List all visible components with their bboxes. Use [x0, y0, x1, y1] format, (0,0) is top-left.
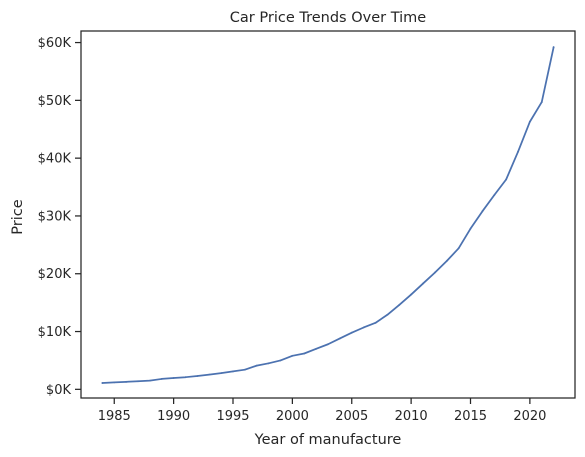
data-point — [172, 377, 175, 379]
data-point — [267, 362, 270, 365]
y-tick-label: $50K — [38, 94, 72, 109]
y-tick-label: $60K — [38, 36, 72, 51]
x-tick-label: 2000 — [276, 409, 309, 424]
data-point — [232, 370, 234, 373]
x-tick-label: 2015 — [454, 409, 487, 424]
data-point — [374, 321, 377, 324]
x-tick-label: 2010 — [395, 409, 428, 424]
data-point — [469, 227, 472, 230]
plot-area: 1985 1990 1995 2000 2005 2010 2015 2020 $0K $10K… — [38, 30, 576, 424]
data-point — [291, 354, 294, 357]
data-point — [113, 381, 116, 384]
data-point — [148, 379, 151, 382]
data-point — [208, 373, 211, 376]
x-tick-label: 2020 — [513, 409, 546, 424]
y-tick-label: $20K — [38, 267, 72, 282]
data-point — [327, 343, 329, 346]
data-point — [255, 364, 258, 367]
data-point — [445, 260, 448, 262]
y-axis-title: Price — [10, 199, 26, 234]
data-point — [184, 376, 187, 379]
data-point — [137, 380, 139, 383]
data-point — [410, 293, 413, 296]
x-axis-title: Year of manufacture — [254, 432, 402, 448]
x-tick-label: 1990 — [157, 409, 190, 424]
x-tick-label: 1985 — [98, 409, 131, 424]
data-point — [338, 337, 341, 340]
data-point — [220, 372, 223, 375]
data-point — [125, 380, 128, 383]
y-axis: $0K $10K $20K $30K $40K $50K $60K — [38, 36, 81, 398]
data-point — [362, 326, 365, 329]
data-point — [279, 359, 282, 362]
series-layer — [101, 46, 555, 384]
data-point — [422, 282, 424, 285]
data-point — [303, 352, 306, 355]
series-line — [101, 46, 555, 384]
x-tick-label: 1995 — [216, 409, 249, 424]
data-point — [493, 194, 496, 197]
data-point — [552, 46, 555, 49]
data-point — [101, 382, 104, 384]
data-point — [481, 210, 484, 213]
data-point — [350, 331, 353, 334]
data-point — [528, 120, 531, 123]
data-point — [386, 313, 389, 316]
data-point — [540, 101, 543, 103]
plot-frame — [80, 30, 576, 399]
data-point — [315, 347, 318, 350]
data-point — [517, 150, 519, 153]
data-point — [243, 368, 246, 371]
y-tick-label: $0K — [46, 383, 72, 398]
y-tick-label: $40K — [38, 152, 72, 167]
x-tick-label: 2005 — [335, 409, 368, 424]
x-axis: 1985 1990 1995 2000 2005 2010 2015 2020 — [98, 398, 546, 424]
chart-title: Car Price Trends Over Time — [230, 10, 426, 26]
data-point — [433, 271, 436, 274]
y-tick-label: $30K — [38, 209, 72, 224]
data-point — [398, 304, 401, 306]
data-point — [160, 378, 163, 380]
data-point — [457, 247, 460, 250]
data-point — [505, 178, 508, 181]
data-point — [196, 375, 199, 377]
y-tick-label: $10K — [38, 325, 72, 340]
